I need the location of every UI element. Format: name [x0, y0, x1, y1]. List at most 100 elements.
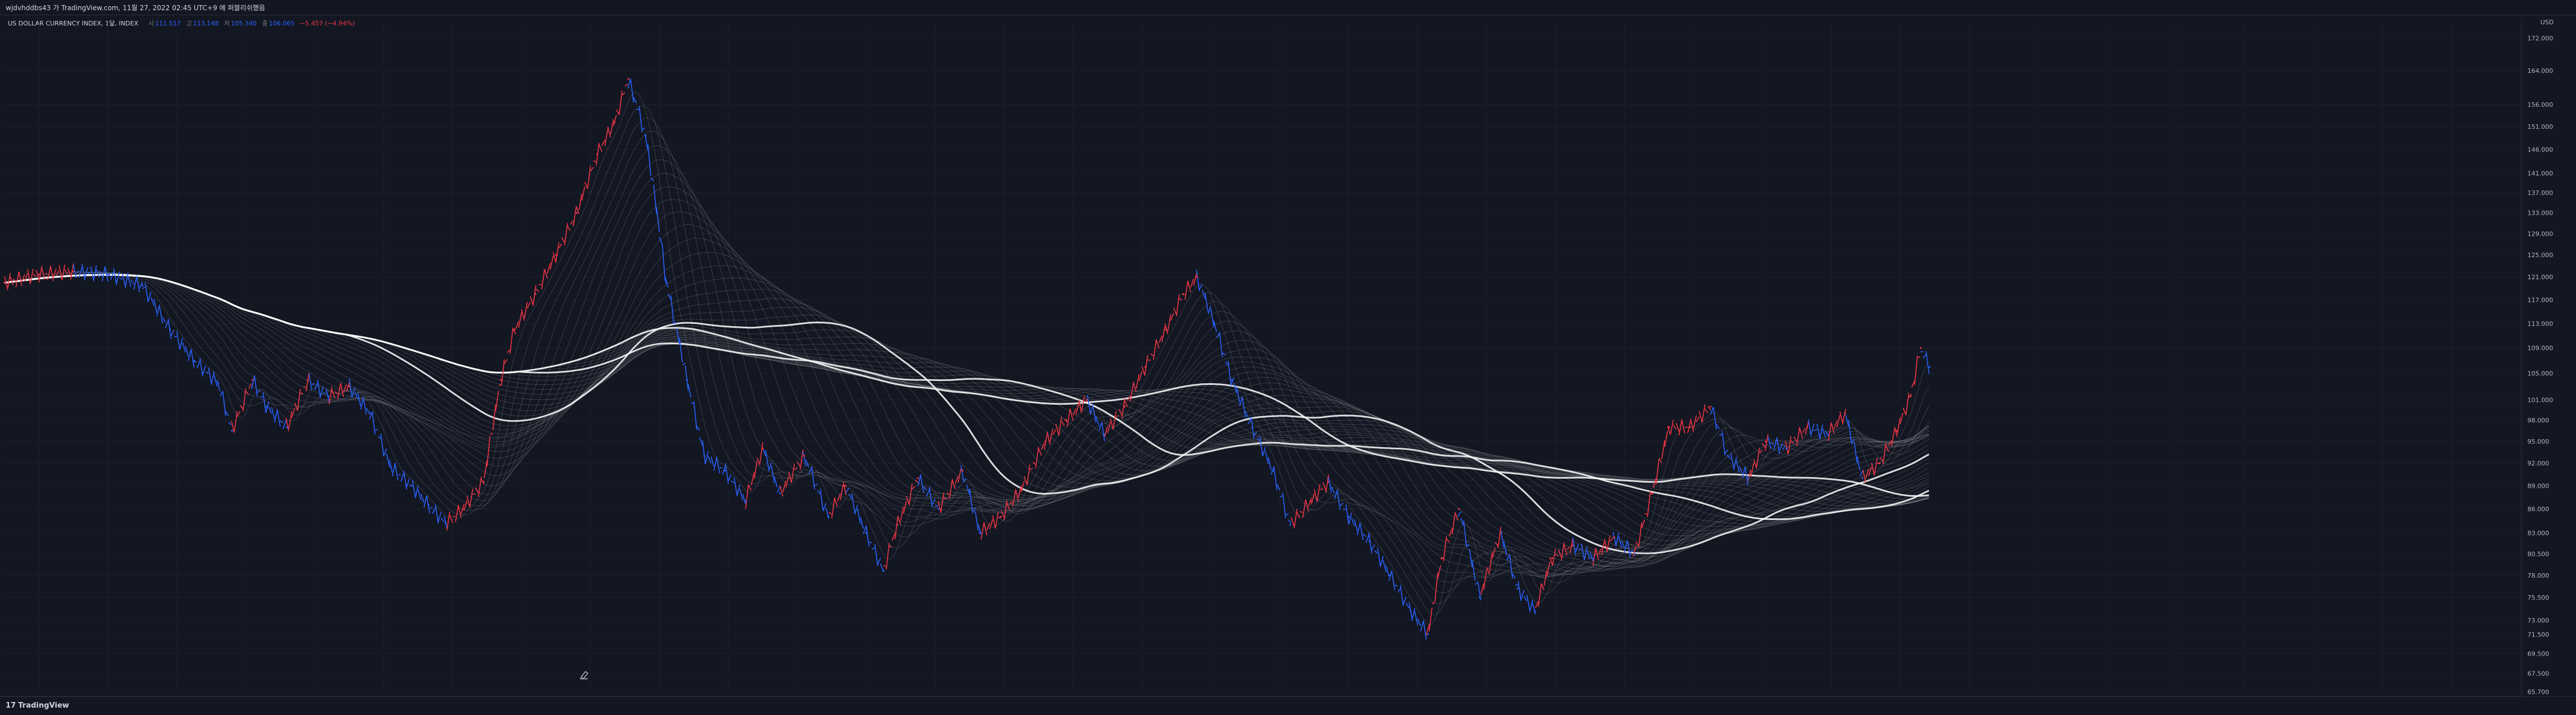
- price-tick-label: 83.000: [2527, 530, 2549, 537]
- price-segment: [1518, 581, 1521, 601]
- price-segment: [421, 494, 424, 503]
- moving-average-line: [5, 275, 1929, 519]
- price-segment: [731, 481, 734, 483]
- price-segment: [191, 350, 194, 367]
- price-point: [38, 274, 40, 275]
- price-segment: [1814, 430, 1817, 431]
- price-segment: [289, 411, 292, 428]
- price-segment: [1108, 422, 1111, 433]
- price-point: [369, 413, 371, 414]
- moving-average-line: [5, 275, 1929, 496]
- price-segment: [883, 565, 886, 566]
- price-segment: [1191, 279, 1194, 288]
- price-segment: [608, 127, 610, 137]
- price-segment: [1208, 306, 1211, 314]
- price-segment: [50, 266, 53, 281]
- price-segment: [541, 269, 544, 289]
- price-segment: [1170, 313, 1173, 320]
- price-point: [1389, 574, 1391, 576]
- price-segment: [1679, 419, 1682, 436]
- price-segment: [1001, 511, 1004, 518]
- price-segment: [573, 207, 576, 227]
- price-segment: [1308, 498, 1311, 507]
- price-segment: [1024, 476, 1027, 486]
- price-segment: [708, 456, 711, 463]
- moving-average-line: [5, 131, 1929, 593]
- price-segment: [19, 271, 21, 286]
- price-point: [1765, 440, 1767, 442]
- price-segment: [1263, 447, 1265, 457]
- price-segment: [1116, 415, 1119, 416]
- price-segment: [740, 489, 743, 501]
- price-segment: [332, 390, 335, 398]
- price-segment: [1552, 549, 1555, 565]
- price-segment: [1277, 484, 1280, 491]
- price-segment: [1196, 270, 1199, 291]
- price-segment: [1274, 467, 1277, 490]
- price-segment: [240, 405, 243, 409]
- price-tick-label: 125.000: [2527, 252, 2553, 259]
- price-segment: [907, 496, 909, 505]
- price-point: [1231, 379, 1233, 381]
- price-segment: [217, 380, 220, 391]
- price-segment: [1788, 436, 1791, 454]
- price-segment: [1421, 621, 1424, 631]
- price-segment: [1696, 417, 1699, 422]
- price-point: [686, 379, 688, 381]
- price-point: [1196, 276, 1198, 278]
- price-tick-label: 151.000: [2527, 123, 2553, 131]
- price-point: [1806, 426, 1808, 428]
- price-segment: [754, 461, 757, 479]
- price-segment: [726, 463, 728, 484]
- price-segment: [1851, 439, 1854, 445]
- price-point: [1572, 545, 1573, 547]
- price-series: [3, 78, 1930, 640]
- price-segment: [114, 268, 116, 285]
- price-segment: [1530, 600, 1533, 612]
- price-segment: [861, 517, 864, 529]
- price-segment: [1061, 421, 1064, 426]
- moving-average-line: [5, 275, 1929, 567]
- price-segment: [1372, 544, 1374, 550]
- price-point: [141, 285, 143, 287]
- price-point: [1289, 524, 1291, 526]
- price-segment: [510, 328, 513, 354]
- price-segment: [619, 90, 622, 115]
- price-segment: [766, 450, 769, 469]
- price-segment: [323, 392, 326, 395]
- price-point: [307, 379, 309, 381]
- price-segment: [1412, 608, 1415, 621]
- price-segment: [981, 523, 984, 540]
- price-point: [762, 448, 764, 449]
- price-segment: [961, 465, 964, 483]
- price-segment: [536, 289, 539, 292]
- price-segment: [869, 541, 872, 543]
- price-segment: [1602, 542, 1604, 555]
- price-segment: [866, 526, 869, 547]
- price-segment: [1524, 596, 1527, 601]
- price-segment: [1177, 294, 1179, 317]
- price-point: [1593, 557, 1594, 559]
- price-segment: [1398, 588, 1400, 593]
- price-segment: [151, 297, 154, 305]
- price-segment: [430, 507, 432, 508]
- price-segment: [1538, 584, 1541, 607]
- price-point: [1165, 329, 1167, 331]
- price-segment: [1377, 548, 1380, 566]
- price-segment: [1337, 489, 1340, 510]
- price-point: [1251, 426, 1253, 428]
- price-segment: [622, 93, 625, 95]
- price-point: [1785, 448, 1787, 449]
- drawing-tool-icon[interactable]: [580, 671, 588, 679]
- price-segment: [1820, 424, 1823, 440]
- price-segment: [1803, 428, 1806, 432]
- price-segment: [745, 484, 748, 509]
- price-segment: [1136, 374, 1139, 389]
- price-point: [1651, 492, 1653, 494]
- price-segment: [395, 465, 398, 480]
- price-tick-label: 86.000: [2527, 505, 2549, 513]
- price-segment: [613, 115, 616, 126]
- moving-average-line: [5, 200, 1929, 577]
